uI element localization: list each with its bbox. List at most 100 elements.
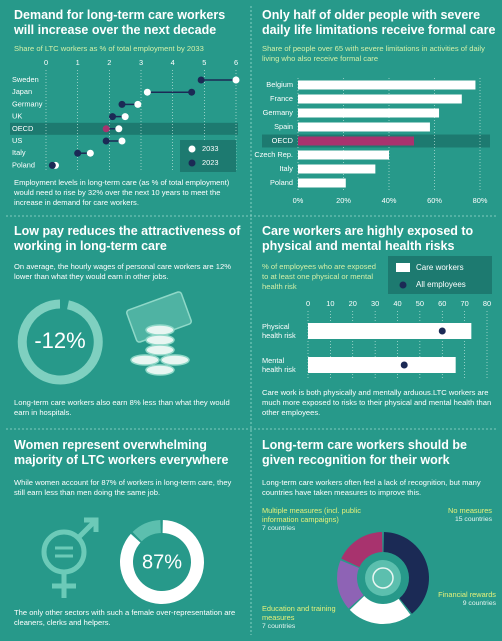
segment-name: Multiple measures (incl. public informat… bbox=[262, 506, 361, 524]
panel-title: Low pay reduces the attractiveness of wo… bbox=[14, 224, 241, 253]
segment-label: Multiple measures (incl. public informat… bbox=[262, 506, 382, 533]
bar bbox=[298, 122, 430, 132]
donut-label: 87% bbox=[142, 551, 182, 573]
donut-segment bbox=[336, 560, 364, 609]
category-label: UK bbox=[12, 112, 22, 121]
panel-text: While women account for 87% of workers i… bbox=[14, 478, 232, 497]
dot bbox=[102, 137, 110, 145]
donut-rest bbox=[132, 520, 161, 542]
category-label: Poland bbox=[270, 178, 293, 187]
bar bbox=[298, 80, 476, 90]
dot bbox=[188, 88, 196, 96]
segment-name: Financial rewards bbox=[438, 590, 496, 599]
dot bbox=[232, 76, 240, 84]
panel-title: Long-term care workers should be given r… bbox=[262, 438, 467, 467]
donut-segment bbox=[383, 532, 429, 614]
x-tick-label: 40% bbox=[382, 196, 397, 205]
category-label: Czech Rep. bbox=[254, 150, 293, 159]
gender-icon bbox=[41, 517, 99, 598]
x-tick-label: 3 bbox=[139, 58, 143, 67]
legend-marker bbox=[188, 145, 196, 153]
legend-label: Care workers bbox=[416, 263, 464, 272]
x-tick-label: 20% bbox=[336, 196, 351, 205]
wage-figure: -12% bbox=[34, 328, 85, 353]
category-label: Italy bbox=[12, 148, 26, 157]
dot bbox=[197, 76, 205, 84]
category-label: Spain bbox=[274, 122, 293, 131]
dot bbox=[102, 125, 110, 133]
panel-note: Long-term care workers also earn 8% less… bbox=[14, 398, 230, 417]
segment-value: 15 countries bbox=[454, 516, 492, 523]
category-label: Sweden bbox=[12, 75, 39, 84]
x-tick-label: 60 bbox=[438, 299, 446, 308]
legend-marker bbox=[396, 263, 410, 272]
legend-marker bbox=[188, 159, 196, 167]
category-label: OECD bbox=[272, 136, 293, 145]
category-label: US bbox=[12, 136, 22, 145]
panel-subtitle: Share of LTC workers as % of total emplo… bbox=[14, 44, 204, 53]
x-tick-label: 5 bbox=[202, 58, 206, 67]
dot bbox=[48, 161, 56, 169]
dot bbox=[115, 125, 123, 133]
x-tick-label: 6 bbox=[234, 58, 238, 67]
segment-value: 9 countries bbox=[462, 600, 496, 607]
bar bbox=[298, 108, 440, 118]
donut-segment bbox=[119, 520, 204, 605]
category-label: Germany bbox=[263, 108, 294, 117]
segment-label: No measures 15 countries bbox=[400, 506, 492, 524]
panel-title: Women represent overwhelming majority of… bbox=[14, 438, 229, 467]
legend-label: 2033 bbox=[202, 144, 218, 153]
category-label: Italy bbox=[279, 164, 293, 173]
segment-name: Education and training measures bbox=[262, 604, 336, 622]
x-tick-label: 80% bbox=[473, 196, 488, 205]
dot bbox=[118, 137, 126, 145]
panel-note: Employment levels in long-term care (as … bbox=[14, 178, 230, 207]
x-tick-label: 0 bbox=[306, 299, 310, 308]
category-label: Poland bbox=[12, 160, 35, 169]
panel-subtitle: % of employees who are exposed to at lea… bbox=[262, 262, 376, 291]
x-tick-label: 2 bbox=[107, 58, 111, 67]
badge-icon bbox=[365, 560, 401, 596]
panel-subtitle: Share of people over 65 with severe limi… bbox=[262, 44, 485, 63]
category-label: OECD bbox=[12, 124, 33, 133]
x-tick-label: 70 bbox=[461, 299, 469, 308]
x-tick-label: 1 bbox=[76, 58, 80, 67]
legend-box bbox=[388, 256, 492, 294]
dot bbox=[400, 361, 408, 369]
dot bbox=[143, 88, 151, 96]
dot bbox=[74, 149, 82, 157]
coins-icon bbox=[126, 291, 192, 376]
dot bbox=[109, 113, 116, 121]
dot bbox=[134, 100, 142, 108]
badge-icon bbox=[372, 567, 394, 589]
segment-label: Financial rewards 9 countries bbox=[420, 590, 496, 608]
donut-segment bbox=[341, 532, 383, 568]
x-tick-label: 30 bbox=[371, 299, 379, 308]
panel-note: Care work is both physically and mentall… bbox=[262, 388, 492, 417]
panel-title: Care workers are highly exposed to physi… bbox=[262, 224, 474, 253]
x-tick-label: 20 bbox=[349, 299, 357, 308]
dot bbox=[118, 100, 126, 108]
segment-value: 7 countries bbox=[262, 525, 296, 532]
x-tick-label: 50 bbox=[416, 299, 424, 308]
panel-title: Only half of older people with severe da… bbox=[262, 8, 496, 37]
legend-label: All employees bbox=[416, 280, 466, 289]
bar bbox=[298, 178, 346, 188]
x-tick-label: 40 bbox=[393, 299, 401, 308]
dot bbox=[438, 327, 446, 335]
bar bbox=[298, 150, 389, 160]
category-label: Mental health risk bbox=[262, 356, 296, 374]
panel-title: Demand for long-term care workers will i… bbox=[14, 8, 226, 37]
donut-segment bbox=[349, 595, 411, 624]
panel-note: The only other sectors with such a femal… bbox=[14, 608, 236, 627]
bar bbox=[298, 164, 376, 174]
x-tick-label: 0% bbox=[293, 196, 304, 205]
x-tick-label: 80 bbox=[483, 299, 491, 308]
x-tick-label: 10 bbox=[326, 299, 334, 308]
ring-icon bbox=[17, 299, 103, 385]
category-label: Japan bbox=[12, 87, 32, 96]
segment-label: Education and training measures 7 countri… bbox=[262, 604, 362, 631]
segment-value: 7 countries bbox=[262, 623, 296, 630]
